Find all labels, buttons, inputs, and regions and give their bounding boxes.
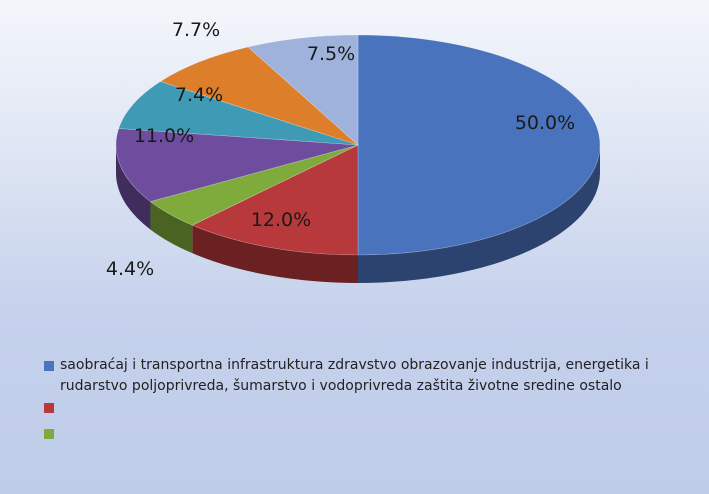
pie-side-1 [358, 145, 600, 283]
legend-row-2 [44, 397, 704, 413]
pie-slice-7 [247, 34, 359, 146]
pie-side-4 [116, 145, 151, 230]
pie-tops [115, 34, 601, 256]
data-label-5: 7.4% [175, 84, 223, 106]
legend: saobraćaj i transportna infrastruktura z… [44, 355, 704, 439]
pie-side-3 [150, 201, 193, 254]
legend-swatch-3 [44, 429, 54, 439]
data-label-4: 11.0% [134, 125, 194, 147]
legend-text: saobraćaj i transportna infrastruktura z… [60, 357, 649, 394]
pie-slice-1 [357, 34, 601, 256]
data-label-2: 12.0% [251, 209, 311, 231]
data-label-6: 7.7% [172, 19, 220, 41]
legend-row-1: saobraćaj i transportna infrastruktura z… [44, 355, 704, 397]
legend-row-3 [44, 423, 704, 439]
pie-slice-4 [115, 128, 359, 202]
pie-slice-6 [159, 46, 359, 146]
pie-slice-5 [118, 81, 359, 146]
data-label-7: 7.5% [307, 43, 355, 65]
pie-side-2 [192, 225, 358, 283]
data-label-1: 50.0% [515, 112, 575, 134]
legend-swatch-2 [44, 403, 54, 413]
legend-swatch-1 [44, 361, 54, 371]
pie-slice-2 [191, 144, 359, 256]
pie-slice-3 [149, 144, 359, 226]
pie-sides [116, 145, 600, 283]
data-label-3: 4.4% [106, 258, 154, 280]
